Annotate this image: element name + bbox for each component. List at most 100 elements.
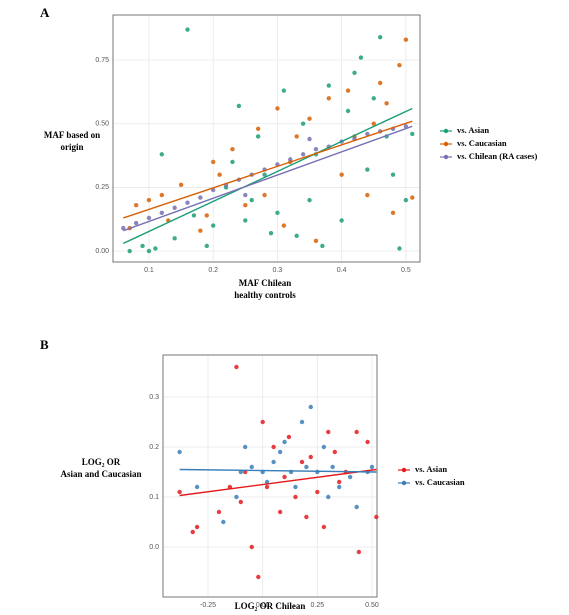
data-point <box>210 223 216 228</box>
y-tick-label: 0.1 <box>149 494 159 501</box>
x-tick-label: 0.00 <box>256 602 270 609</box>
data-point <box>277 509 283 515</box>
data-point <box>300 152 306 157</box>
data-point <box>121 225 126 231</box>
y-tick-label: 0.2 <box>149 444 159 451</box>
data-point <box>146 215 152 221</box>
data-point <box>243 203 248 208</box>
y-tick-label: 0.25 <box>95 184 109 191</box>
data-point <box>315 489 320 495</box>
legend-label: vs. Caucasian <box>415 477 465 487</box>
data-point <box>194 484 200 490</box>
data-point <box>299 459 305 465</box>
data-point <box>264 484 270 490</box>
y-tick-label: 0.0 <box>149 544 159 551</box>
data-point <box>371 121 376 126</box>
data-point <box>159 192 165 198</box>
data-point <box>390 172 396 177</box>
panel-label: A <box>40 5 50 20</box>
x-axis-label: healthy controls <box>234 290 296 300</box>
data-point <box>249 464 254 470</box>
data-point <box>345 108 351 114</box>
data-point <box>210 159 216 165</box>
data-point <box>271 444 276 450</box>
legend-key-dot <box>443 128 449 134</box>
legend-key-dot <box>401 480 407 486</box>
data-point <box>307 136 312 142</box>
data-point <box>185 200 190 205</box>
data-point <box>308 454 313 460</box>
y-tick-label: 0.75 <box>95 57 109 64</box>
legend-key-dot <box>443 154 449 160</box>
data-point <box>277 449 283 455</box>
x-tick-label: -0.25 <box>200 602 216 609</box>
plot-border <box>162 354 378 598</box>
data-point <box>286 434 292 440</box>
data-point <box>313 146 319 152</box>
x-axis-label: LOG₂ OR Chilean <box>235 601 306 611</box>
fit-line <box>179 468 377 473</box>
data-point <box>307 197 312 203</box>
y-tick-label: 0.00 <box>95 248 109 255</box>
data-point <box>236 103 242 109</box>
data-point <box>230 159 235 165</box>
data-point <box>336 479 342 485</box>
data-point <box>377 80 383 86</box>
data-point <box>127 248 132 254</box>
data-point <box>217 172 222 177</box>
y-axis-label: LOG₂ OR <box>82 457 121 467</box>
data-point <box>293 494 298 500</box>
data-point <box>234 494 239 500</box>
fit-line <box>122 107 413 245</box>
data-point <box>275 210 280 216</box>
data-point <box>377 34 383 40</box>
legend-key-dot <box>443 141 449 147</box>
data-point <box>146 248 152 254</box>
data-point <box>352 70 357 76</box>
data-point <box>384 101 389 106</box>
data-point <box>371 96 376 101</box>
plot-background <box>163 355 377 597</box>
data-point <box>294 233 299 238</box>
data-point <box>249 197 254 203</box>
data-point <box>140 243 145 249</box>
data-point <box>330 464 335 470</box>
fit-line <box>123 120 413 219</box>
data-point <box>288 157 293 162</box>
data-point <box>190 529 195 535</box>
data-point <box>308 404 313 410</box>
data-point <box>326 429 331 435</box>
data-point <box>410 131 415 137</box>
legend-key-dot <box>401 467 407 473</box>
data-point <box>194 524 200 530</box>
data-point <box>315 469 320 475</box>
data-point <box>238 499 244 505</box>
data-point <box>347 474 353 480</box>
data-point <box>262 192 267 198</box>
x-tick-label: 0.3 <box>273 267 283 274</box>
data-point <box>178 182 184 188</box>
data-point <box>172 236 177 241</box>
data-point <box>354 504 359 510</box>
data-point <box>198 228 203 233</box>
data-point <box>146 197 152 203</box>
data-point <box>365 439 370 445</box>
data-point <box>216 509 222 515</box>
data-point <box>397 62 402 68</box>
data-point <box>249 544 254 550</box>
data-point <box>185 27 190 32</box>
data-point <box>326 96 331 101</box>
data-point <box>336 484 342 490</box>
data-point <box>365 192 370 198</box>
y-axis-label: Asian and Caucasian <box>60 469 141 479</box>
data-point <box>313 238 319 244</box>
data-point <box>177 489 182 495</box>
data-point <box>204 213 209 218</box>
data-point <box>339 172 344 177</box>
legend-label: vs. Caucasian <box>457 138 507 148</box>
data-point <box>191 213 197 218</box>
data-point <box>256 574 261 580</box>
x-axis-label: MAF Chilean <box>239 278 291 288</box>
data-point <box>271 459 276 465</box>
legend-label: vs. Asian <box>457 125 489 135</box>
